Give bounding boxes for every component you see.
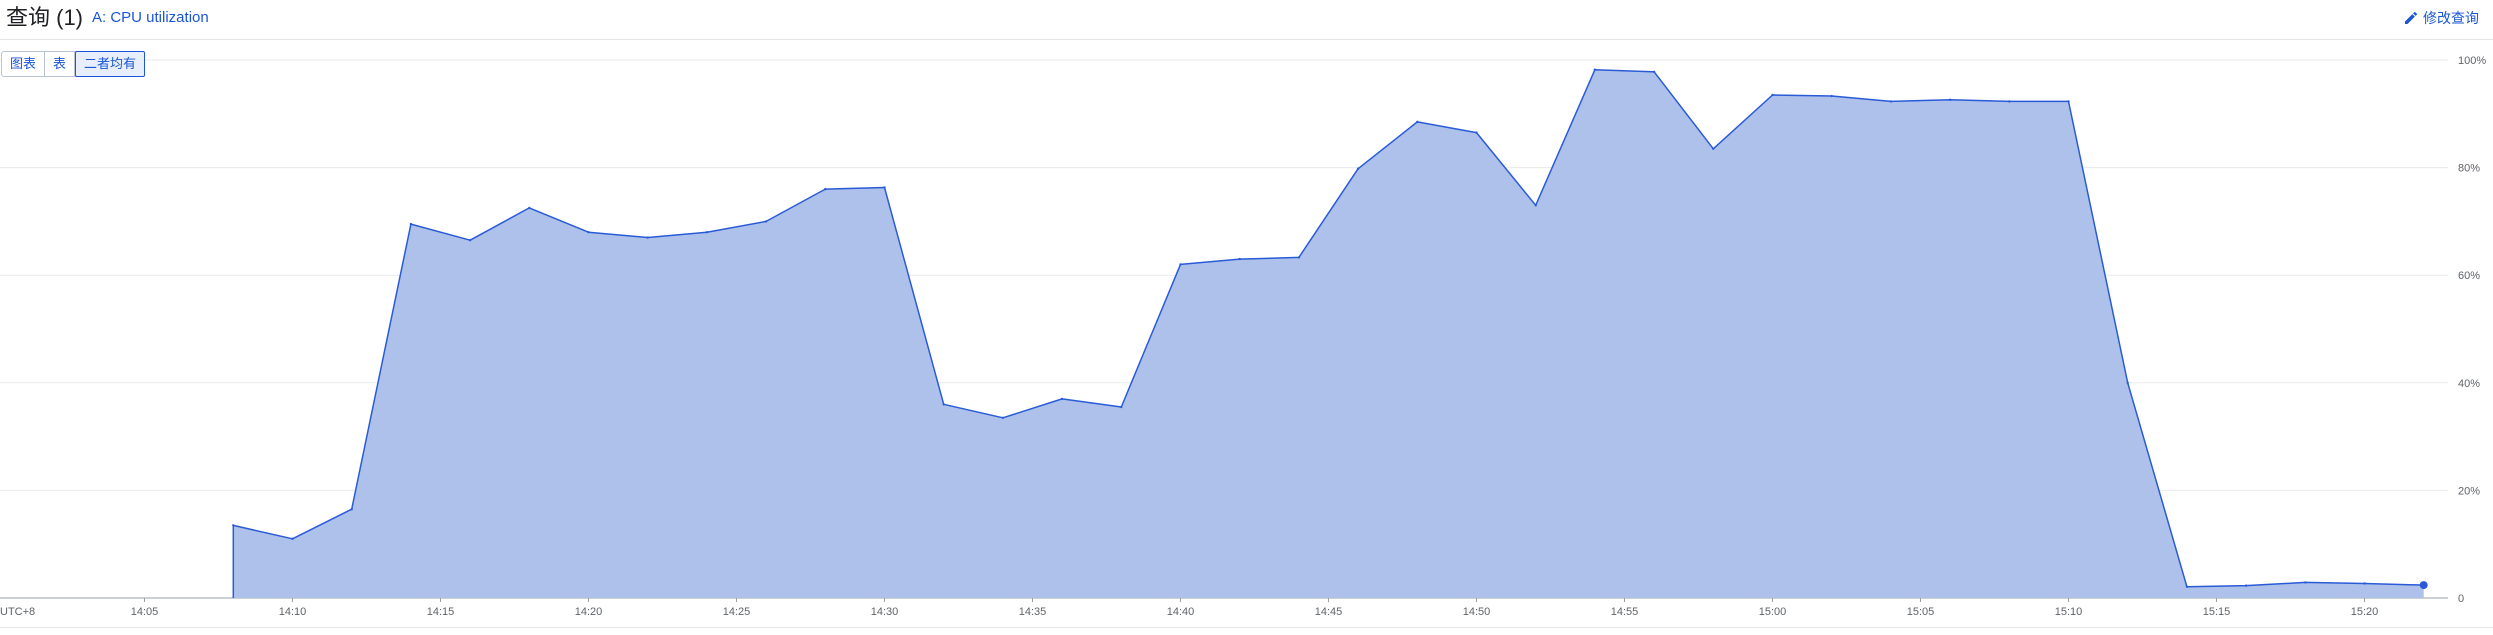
data-point — [824, 187, 827, 191]
data-point — [1534, 204, 1537, 207]
data-point — [1060, 397, 1064, 401]
data-point — [1889, 100, 1893, 103]
data-point — [764, 220, 768, 223]
pencil-icon — [2403, 10, 2419, 26]
data-point — [2244, 584, 2248, 587]
data-point — [468, 239, 472, 242]
view-option-table[interactable]: 表 — [45, 52, 76, 76]
data-point — [1475, 131, 1478, 134]
y-tick-label: 100% — [2458, 55, 2486, 67]
data-point — [350, 508, 353, 511]
data-point — [1356, 167, 1360, 170]
query-series-link[interactable]: A: CPU utilization — [92, 9, 209, 26]
y-tick-label: 40% — [2458, 378, 2480, 390]
view-mode-toggle: 图表 表 二者均有 — [1, 51, 146, 77]
x-tick-label: 14:05 — [131, 606, 159, 618]
data-point — [1771, 93, 1774, 97]
x-tick-label: 14:30 — [871, 606, 899, 618]
x-tick-label: 15:20 — [2351, 606, 2379, 618]
data-point — [1120, 405, 1123, 409]
x-tick-label: 14:40 — [1167, 606, 1195, 618]
edit-query-button[interactable]: 修改查询 — [2403, 9, 2479, 27]
timezone-label: UTC+8 — [0, 606, 35, 618]
data-point — [1830, 94, 1833, 98]
data-point — [646, 236, 649, 239]
data-point — [2185, 585, 2189, 588]
x-tick-label: 15:10 — [2055, 606, 2083, 618]
x-tick-label: 15:00 — [1759, 606, 1787, 618]
series-area-fill — [233, 69, 2424, 598]
panel-title: 查询 (1) — [6, 5, 84, 30]
data-point — [2363, 582, 2366, 585]
panel-header: 查询 (1) A: CPU utilization 修改查询 — [0, 0, 2493, 40]
data-point — [409, 222, 413, 226]
data-point — [1712, 147, 1715, 150]
panel-divider — [0, 627, 2493, 628]
data-point — [1948, 98, 1952, 102]
x-tick-label: 15:05 — [1907, 606, 1935, 618]
y-tick-label: 0 — [2458, 593, 2464, 605]
data-point — [1652, 70, 1656, 74]
data-point — [883, 186, 886, 189]
x-tick-label: 14:50 — [1463, 606, 1491, 618]
series-line — [233, 68, 2424, 588]
data-point — [2067, 100, 2070, 103]
x-tick-label: 14:25 — [723, 606, 751, 618]
data-point — [2008, 100, 2011, 103]
x-tick-label: 14:35 — [1019, 606, 1047, 618]
data-point — [1179, 263, 1182, 266]
data-point — [1238, 257, 1241, 261]
data-point — [1593, 68, 1597, 71]
data-point — [705, 230, 709, 234]
data-point — [1416, 120, 1419, 124]
view-option-chart[interactable]: 图表 — [2, 52, 46, 76]
x-tick-label: 14:55 — [1611, 606, 1639, 618]
data-point — [2304, 581, 2307, 584]
x-tick-label: 15:15 — [2203, 606, 2231, 618]
x-tick-label: 14:15 — [427, 606, 455, 618]
edit-query-label: 修改查询 — [2423, 10, 2479, 26]
latest-point-marker — [2419, 581, 2428, 590]
x-tick-label: 14:10 — [279, 606, 307, 618]
data-point — [528, 206, 531, 210]
data-point — [1001, 416, 1005, 419]
y-tick-label: 20% — [2458, 485, 2480, 497]
y-tick-label: 80% — [2458, 163, 2480, 175]
data-point — [1297, 256, 1301, 259]
data-point — [942, 403, 945, 406]
view-option-both[interactable]: 二者均有 — [75, 51, 146, 77]
y-tick-label: 60% — [2458, 270, 2480, 282]
x-tick-label: 14:45 — [1315, 606, 1343, 618]
x-tick-label: 14:20 — [575, 606, 603, 618]
data-point — [232, 524, 235, 527]
data-point — [587, 230, 590, 234]
data-point — [2126, 381, 2129, 384]
data-point — [291, 537, 294, 541]
